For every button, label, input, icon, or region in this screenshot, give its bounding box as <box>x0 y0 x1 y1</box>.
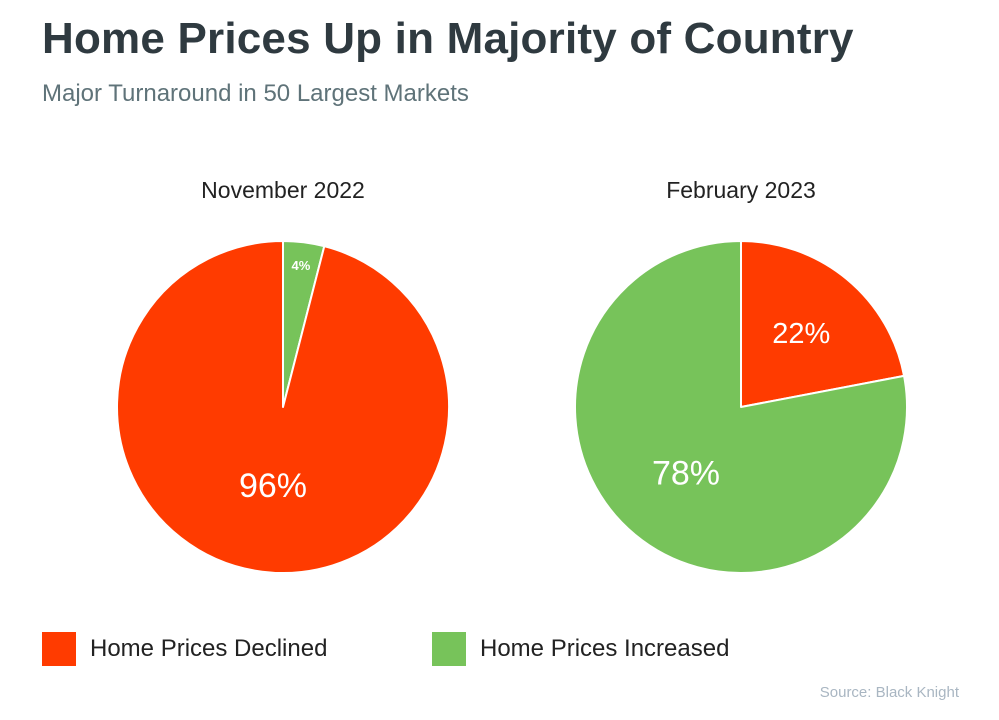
legend-item-increased: Home Prices Increased <box>432 630 729 668</box>
page-subtitle: Major Turnaround in 50 Largest Markets <box>42 80 469 107</box>
page-title: Home Prices Up in Majority of Country <box>42 14 854 63</box>
pie-chart-november-2022: November 2022 4% 96% <box>116 177 450 574</box>
pie-slice-label: 22% <box>772 318 830 350</box>
pie-slices: 22% 78% <box>574 240 908 574</box>
legend-label: Home Prices Increased <box>480 635 730 662</box>
legend-swatch-declined <box>42 632 76 666</box>
source-note: Source: Black Knight <box>819 684 959 701</box>
legend-item-declined: Home Prices Declined <box>42 630 327 668</box>
pie-chart-february-2023: February 2023 22% 78% <box>574 177 908 574</box>
pie-slice-home-prices-declined <box>740 240 906 408</box>
pie-chart-title: February 2023 <box>666 177 816 203</box>
pie-charts: November 2022 4% 96% February 2023 22% 78% <box>116 177 908 574</box>
pie-slices: 4% 96% <box>116 240 450 574</box>
pie-slice-label: 96% <box>239 467 307 505</box>
pie-chart-title: November 2022 <box>201 177 365 203</box>
pie-slice-home-prices-increased <box>574 240 908 574</box>
legend-label: Home Prices Declined <box>90 635 328 662</box>
pie-slice-home-prices-declined <box>116 240 450 574</box>
pie-slice-label: 4% <box>291 258 310 273</box>
pie-slice-label: 78% <box>652 455 720 493</box>
legend-swatch-increased <box>432 632 466 666</box>
